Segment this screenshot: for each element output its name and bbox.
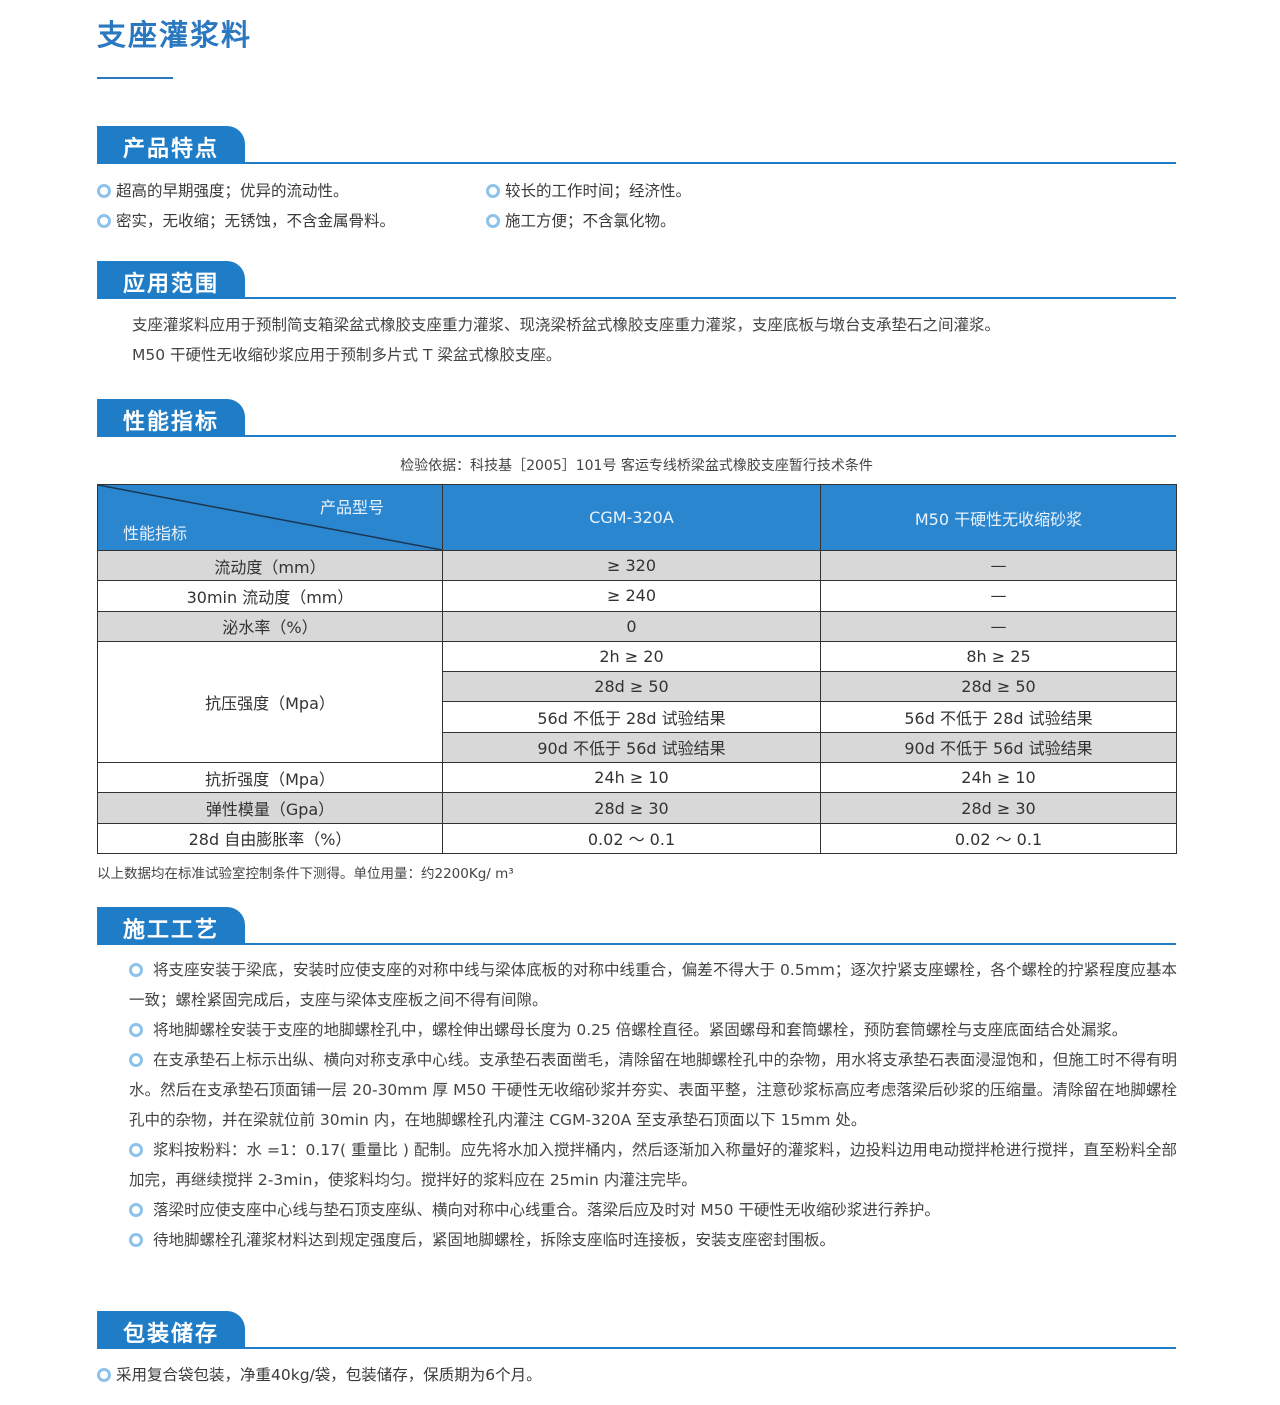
section-header-packaging: 包装储存 <box>97 1311 1176 1351</box>
cell: 28d ≥ 50 <box>820 671 1177 703</box>
row-label: 弹性模量（Gpa） <box>97 792 443 824</box>
table-header-row: 产品型号性能指标 CGM-320A M50 干硬性无收缩砂浆 <box>97 484 1177 551</box>
circle-bullet-icon <box>486 214 500 228</box>
circle-bullet-icon <box>129 1143 143 1157</box>
cell: — <box>820 549 1177 582</box>
cell: 56d 不低于 28d 试验结果 <box>442 701 821 733</box>
performance-table: 产品型号性能指标 CGM-320A M50 干硬性无收缩砂浆 流动度（mm） ≥ … <box>97 484 1177 854</box>
construction-steps: 将支座安装于梁底，安装时应使支座的对称中线与梁体底板的对称中线重合，偏差不得大于… <box>97 955 1177 1255</box>
cell: 90d 不低于 56d 试验结果 <box>820 731 1177 764</box>
cell: 0.02 ～ 0.1 <box>442 822 821 854</box>
step-paragraph: 落梁时应使支座中心线与垫石顶支座纵、横向对称中心线重合。落梁后应及时对 M50 … <box>97 1195 1177 1225</box>
circle-bullet-icon <box>129 1053 143 1067</box>
circle-bullet-icon <box>486 184 500 198</box>
table-row: 流动度（mm） ≥ 320— <box>97 549 1177 582</box>
packaging-text: 采用复合袋包装，净重40kg/袋，包装储存，保质期为6个月。 <box>116 1366 542 1384</box>
cell: — <box>820 610 1177 642</box>
step-text: 将地脚螺栓安装于支座的地脚螺栓孔中，螺栓伸出螺母长度为 0.25 倍螺栓直径。紧… <box>152 1021 1128 1039</box>
row-label: 抗压强度（Mpa） <box>97 640 443 764</box>
divider <box>97 162 1176 164</box>
cell: 28d ≥ 30 <box>820 792 1177 824</box>
step-text: 在支承垫石上标示出纵、横向对称支承中心线。支承垫石表面凿毛，清除留在地脚螺栓孔中… <box>129 1051 1177 1129</box>
cell: ≥ 240 <box>442 580 821 612</box>
table-row: 56d 不低于 28d 试验结果 56d 不低于 28d 试验结果 <box>98 701 1177 733</box>
circle-bullet-icon <box>129 1203 143 1217</box>
application-text: 支座灌浆料应用于预制简支箱梁盆式橡胶支座重力灌浆、现浇梁桥盆式橡胶支座重力灌浆，… <box>132 310 1000 370</box>
feature-item: 较长的工作时间；经济性。 <box>486 179 691 201</box>
divider <box>97 435 1176 437</box>
corner-product-model: 产品型号 <box>319 498 384 517</box>
circle-bullet-icon <box>97 214 111 228</box>
feature-text: 较长的工作时间；经济性。 <box>505 182 692 200</box>
page-title: 支座灌浆料 <box>97 18 253 52</box>
cell: 8h ≥ 25 <box>820 640 1177 673</box>
section-header-features: 产品特点 <box>97 126 1176 166</box>
circle-bullet-icon <box>97 184 111 198</box>
title-underline <box>97 77 173 79</box>
circle-bullet-icon <box>129 1233 143 1247</box>
step-paragraph: 在支承垫石上标示出纵、横向对称支承中心线。支承垫石表面凿毛，清除留在地脚螺栓孔中… <box>97 1045 1177 1135</box>
cell: 56d 不低于 28d 试验结果 <box>820 701 1177 733</box>
cell: 24h ≥ 10 <box>820 762 1177 794</box>
feature-item: 密实，无收缩；无锈蚀，不含金属骨料。 <box>97 209 395 231</box>
cell: — <box>820 580 1177 612</box>
row-label: 流动度（mm） <box>97 549 443 582</box>
table-row: 抗折强度（Mpa） 24h ≥ 10 24h ≥ 10 <box>97 762 1177 794</box>
column-header: CGM-320A <box>442 484 821 551</box>
divider <box>97 1347 1176 1349</box>
section-header-performance: 性能指标 <box>97 399 1176 439</box>
feature-text: 密实，无收缩；无锈蚀，不含金属骨料。 <box>116 212 396 230</box>
section-tab: 产品特点 <box>97 126 245 164</box>
section-tab: 应用范围 <box>97 261 245 299</box>
circle-bullet-icon <box>129 963 143 977</box>
cell: 28d ≥ 50 <box>442 671 821 703</box>
row-label: 28d 自由膨胀率（%） <box>97 822 443 854</box>
cell: 28d ≥ 30 <box>442 792 821 824</box>
column-header: M50 干硬性无收缩砂浆 <box>820 484 1177 551</box>
table-row: 抗压强度（Mpa） 2h ≥ 20 8h ≥ 25 <box>97 640 1177 764</box>
feature-item: 施工方便；不含氯化物。 <box>486 209 676 231</box>
step-text: 待地脚螺栓孔灌浆材料达到规定强度后，紧固地脚螺栓，拆除支座临时连接板，安装支座密… <box>152 1231 835 1249</box>
step-text: 落梁时应使支座中心线与垫石顶支座纵、横向对称中心线重合。落梁后应及时对 M50 … <box>152 1201 940 1219</box>
step-paragraph: 将地脚螺栓安装于支座的地脚螺栓孔中，螺栓伸出螺母长度为 0.25 倍螺栓直径。紧… <box>97 1015 1177 1045</box>
feature-item: 超高的早期强度；优异的流动性。 <box>97 179 349 201</box>
feature-text: 施工方便；不含氯化物。 <box>505 212 676 230</box>
step-text: 将支座安装于梁底，安装时应使支座的对称中线与梁体底板的对称中线重合，偏差不得大于… <box>129 961 1177 1009</box>
cell: 90d 不低于 56d 试验结果 <box>442 731 821 764</box>
row-label: 抗折强度（Mpa） <box>97 762 443 794</box>
table-row: 泌水率（%） 0— <box>97 610 1177 642</box>
table-row: 30min 流动度（mm） ≥ 240— <box>97 580 1177 612</box>
circle-bullet-icon <box>97 1368 111 1382</box>
circle-bullet-icon <box>129 1023 143 1037</box>
table-note: 以上数据均在标准试验室控制条件下测得。单位用量：约2200Kg/ m³ <box>97 866 514 882</box>
table-row: 弹性模量（Gpa） 28d ≥ 30 28d ≥ 30 <box>97 792 1177 824</box>
step-paragraph: 浆料按粉料：水 =1：0.17( 重量比 ) 配制。应先将水加入搅拌桶内，然后逐… <box>97 1135 1177 1195</box>
corner-performance-index: 性能指标 <box>123 524 188 543</box>
cell: 24h ≥ 10 <box>442 762 821 794</box>
corner-header: 产品型号性能指标 <box>97 484 443 551</box>
divider <box>97 943 1176 945</box>
section-header-application: 应用范围 <box>97 261 1176 301</box>
application-line: 支座灌浆料应用于预制简支箱梁盆式橡胶支座重力灌浆、现浇梁桥盆式橡胶支座重力灌浆，… <box>132 316 1001 334</box>
divider <box>97 297 1176 299</box>
row-label: 泌水率（%） <box>97 610 443 642</box>
table-row: 90d 不低于 56d 试验结果 90d 不低于 56d 试验结果 <box>98 731 1177 764</box>
feature-text: 超高的早期强度；优异的流动性。 <box>116 182 349 200</box>
table-row: 28d 自由膨胀率（%） 0.02 ～ 0.1 0.02 ～ 0.1 <box>97 822 1177 854</box>
section-tab: 施工工艺 <box>97 907 245 945</box>
row-label: 30min 流动度（mm） <box>97 580 443 612</box>
step-text: 浆料按粉料：水 =1：0.17( 重量比 ) 配制。应先将水加入搅拌桶内，然后逐… <box>129 1141 1177 1189</box>
cell: 0 <box>442 610 821 642</box>
cell: 2h ≥ 20 <box>442 640 821 673</box>
packaging-item: 采用复合袋包装，净重40kg/袋，包装储存，保质期为6个月。 <box>97 1363 542 1385</box>
section-tab: 性能指标 <box>97 399 245 437</box>
section-tab: 包装储存 <box>97 1311 245 1349</box>
cell: ≥ 320 <box>442 549 821 582</box>
application-line: M50 干硬性无收缩砂浆应用于预制多片式 T 梁盆式橡胶支座。 <box>132 346 562 364</box>
step-paragraph: 待地脚螺栓孔灌浆材料达到规定强度后，紧固地脚螺栓，拆除支座临时连接板，安装支座密… <box>97 1225 1177 1255</box>
section-header-construction: 施工工艺 <box>97 907 1176 947</box>
cell: 0.02 ～ 0.1 <box>820 822 1177 854</box>
test-basis: 检验依据：科技基［2005］101号 客运专线桥梁盆式橡胶支座暂行技术条件 <box>400 458 873 474</box>
step-paragraph: 将支座安装于梁底，安装时应使支座的对称中线与梁体底板的对称中线重合，偏差不得大于… <box>97 955 1177 1015</box>
